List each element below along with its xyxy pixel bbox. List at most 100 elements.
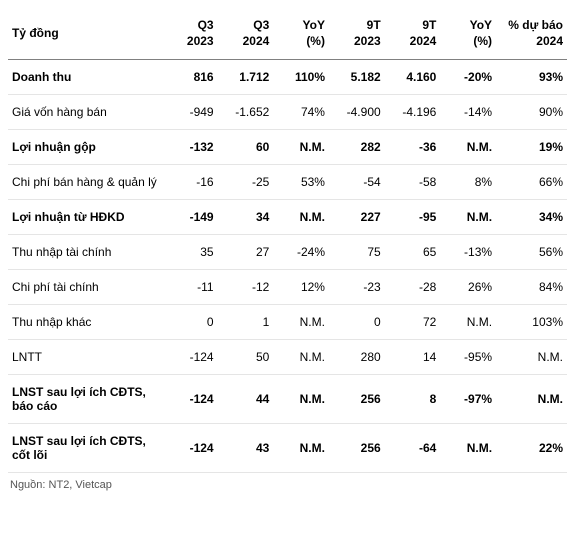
cell: 5.182 xyxy=(329,60,385,95)
cell: N.M. xyxy=(273,424,329,473)
row-label: LNST sau lợi ích CĐTS, cốt lõi xyxy=(8,424,162,473)
cell: -1.652 xyxy=(218,95,274,130)
cell: 110% xyxy=(273,60,329,95)
cell: -54 xyxy=(329,165,385,200)
row-label: Thu nhập tài chính xyxy=(8,235,162,270)
cell: 72 xyxy=(385,305,441,340)
cell: -20% xyxy=(440,60,496,95)
table-body: Doanh thu8161.712110%5.1824.160-20%93%Gi… xyxy=(8,60,567,473)
source-note: Nguồn: NT2, Vietcap xyxy=(8,479,567,491)
cell: 65 xyxy=(385,235,441,270)
cell: 1.712 xyxy=(218,60,274,95)
row-label: LNTT xyxy=(8,340,162,375)
row-label: Lợi nhuận gộp xyxy=(8,130,162,165)
table-row: LNTT-12450N.M.28014-95%N.M. xyxy=(8,340,567,375)
col-header: Q32024 xyxy=(218,8,274,60)
cell: -58 xyxy=(385,165,441,200)
cell: 75 xyxy=(329,235,385,270)
cell: N.M. xyxy=(273,340,329,375)
row-label: Giá vốn hàng bán xyxy=(8,95,162,130)
cell: N.M. xyxy=(273,200,329,235)
cell: 282 xyxy=(329,130,385,165)
cell: 12% xyxy=(273,270,329,305)
cell: -97% xyxy=(440,375,496,424)
cell: 0 xyxy=(329,305,385,340)
row-label: Chi phí tài chính xyxy=(8,270,162,305)
cell: 227 xyxy=(329,200,385,235)
cell: -23 xyxy=(329,270,385,305)
cell: -124 xyxy=(162,375,218,424)
cell: 256 xyxy=(329,375,385,424)
cell: -4.196 xyxy=(385,95,441,130)
cell: 26% xyxy=(440,270,496,305)
table-row: Chi phí tài chính-11-1212%-23-2826%84% xyxy=(8,270,567,305)
cell: 34 xyxy=(218,200,274,235)
cell: N.M. xyxy=(273,305,329,340)
cell: -132 xyxy=(162,130,218,165)
cell: 4.160 xyxy=(385,60,441,95)
table-header: Tỷ đồngQ32023Q32024YoY(%)9T20239T2024YoY… xyxy=(8,8,567,60)
cell: -124 xyxy=(162,340,218,375)
cell: -25 xyxy=(218,165,274,200)
cell: 74% xyxy=(273,95,329,130)
col-header: 9T2023 xyxy=(329,8,385,60)
cell: -14% xyxy=(440,95,496,130)
cell: 53% xyxy=(273,165,329,200)
cell: -949 xyxy=(162,95,218,130)
cell: 60 xyxy=(218,130,274,165)
cell: 816 xyxy=(162,60,218,95)
table-row: LNST sau lợi ích CĐTS, cốt lõi-12443N.M.… xyxy=(8,424,567,473)
cell: N.M. xyxy=(496,340,567,375)
row-label: LNST sau lợi ích CĐTS, báo cáo xyxy=(8,375,162,424)
cell: 56% xyxy=(496,235,567,270)
cell: 35 xyxy=(162,235,218,270)
row-label: Thu nhập khác xyxy=(8,305,162,340)
cell: -12 xyxy=(218,270,274,305)
cell: -4.900 xyxy=(329,95,385,130)
table-row: Thu nhập tài chính3527-24%7565-13%56% xyxy=(8,235,567,270)
cell: N.M. xyxy=(273,375,329,424)
cell: 84% xyxy=(496,270,567,305)
cell: N.M. xyxy=(440,424,496,473)
cell: 1 xyxy=(218,305,274,340)
financial-table: Tỷ đồngQ32023Q32024YoY(%)9T20239T2024YoY… xyxy=(8,8,567,473)
cell: 27 xyxy=(218,235,274,270)
cell: 19% xyxy=(496,130,567,165)
cell: 8 xyxy=(385,375,441,424)
cell: -36 xyxy=(385,130,441,165)
cell: 66% xyxy=(496,165,567,200)
table-row: Doanh thu8161.712110%5.1824.160-20%93% xyxy=(8,60,567,95)
cell: -13% xyxy=(440,235,496,270)
col-header: Q32023 xyxy=(162,8,218,60)
table-row: LNST sau lợi ích CĐTS, báo cáo-12444N.M.… xyxy=(8,375,567,424)
cell: 50 xyxy=(218,340,274,375)
cell: N.M. xyxy=(496,375,567,424)
cell: 43 xyxy=(218,424,274,473)
row-label: Lợi nhuận từ HĐKD xyxy=(8,200,162,235)
cell: 0 xyxy=(162,305,218,340)
cell: 14 xyxy=(385,340,441,375)
cell: N.M. xyxy=(440,200,496,235)
cell: 93% xyxy=(496,60,567,95)
col-header: YoY(%) xyxy=(273,8,329,60)
row-label: Doanh thu xyxy=(8,60,162,95)
col-header: % dự báo2024 xyxy=(496,8,567,60)
cell: 280 xyxy=(329,340,385,375)
cell: -28 xyxy=(385,270,441,305)
cell: N.M. xyxy=(440,130,496,165)
table-row: Thu nhập khác01N.M.072N.M.103% xyxy=(8,305,567,340)
table-row: Giá vốn hàng bán-949-1.65274%-4.900-4.19… xyxy=(8,95,567,130)
table-row: Lợi nhuận từ HĐKD-14934N.M.227-95N.M.34% xyxy=(8,200,567,235)
cell: -64 xyxy=(385,424,441,473)
col-header-label: Tỷ đồng xyxy=(8,8,162,60)
cell: -95 xyxy=(385,200,441,235)
cell: N.M. xyxy=(440,305,496,340)
cell: -149 xyxy=(162,200,218,235)
cell: -11 xyxy=(162,270,218,305)
cell: 8% xyxy=(440,165,496,200)
cell: -16 xyxy=(162,165,218,200)
cell: 103% xyxy=(496,305,567,340)
cell: -124 xyxy=(162,424,218,473)
cell: 90% xyxy=(496,95,567,130)
cell: 256 xyxy=(329,424,385,473)
